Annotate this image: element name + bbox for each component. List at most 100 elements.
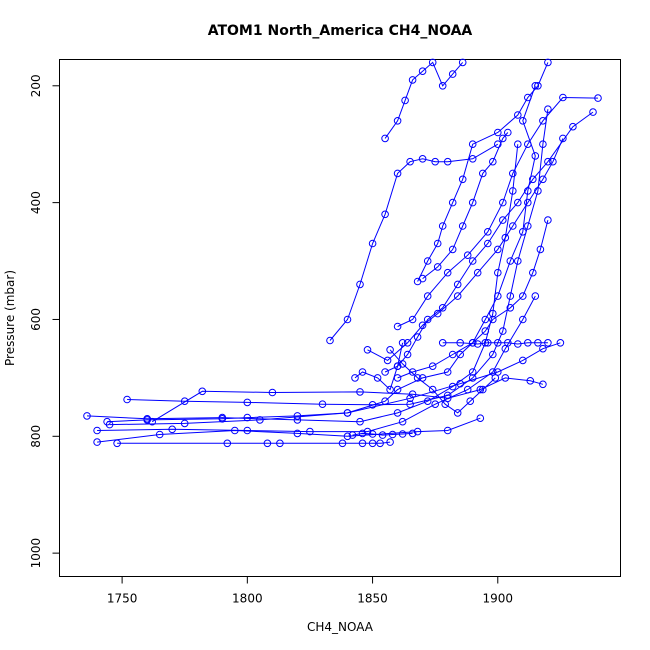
data-point <box>506 257 515 265</box>
series-line <box>127 109 549 406</box>
data-point <box>373 374 382 382</box>
data-point <box>218 413 227 422</box>
data-point <box>514 111 522 119</box>
y-axis-label: Pressure (mbar) <box>3 270 17 366</box>
data-point <box>423 292 432 300</box>
data-series <box>363 134 567 365</box>
series-line <box>384 61 464 139</box>
data-series <box>418 128 512 283</box>
data-point <box>456 350 465 359</box>
data-point <box>544 339 552 347</box>
x-axis-label: CH4_NOAA <box>307 620 374 634</box>
data-point <box>408 368 417 376</box>
data-point <box>343 315 352 324</box>
data-point <box>534 82 542 90</box>
data-point <box>383 356 392 365</box>
data-point <box>499 327 507 335</box>
data-point <box>401 96 409 105</box>
series-line <box>367 138 564 362</box>
data-point <box>386 385 394 394</box>
data-point <box>479 169 487 178</box>
x-tick-label: 1900 <box>483 592 514 606</box>
data-point <box>473 340 482 348</box>
y-axis: 200 400 600 800 1000 <box>29 74 60 568</box>
data-point <box>293 412 302 420</box>
data-point <box>524 93 532 102</box>
data-point <box>466 397 475 406</box>
data-point <box>448 245 457 254</box>
data-point <box>544 216 552 224</box>
data-point <box>386 438 394 446</box>
data-series <box>393 216 552 382</box>
data-point <box>489 315 497 324</box>
data-point <box>438 304 447 312</box>
data-point <box>499 216 507 224</box>
data-point <box>343 409 352 417</box>
data-point <box>413 374 422 382</box>
data-point <box>534 339 542 347</box>
data-series <box>381 108 597 376</box>
data-point <box>423 397 432 406</box>
data-point <box>556 339 565 347</box>
data-point <box>509 222 517 230</box>
data-point <box>594 94 602 102</box>
data-point <box>481 327 490 335</box>
data-point <box>386 346 394 354</box>
data-point <box>514 340 522 348</box>
data-point <box>456 379 465 388</box>
data-point <box>155 430 164 439</box>
data-point <box>539 344 547 353</box>
data-point <box>423 257 432 265</box>
data-point <box>123 395 131 404</box>
data-point <box>148 417 156 426</box>
series-line <box>422 132 509 279</box>
data-point <box>443 426 452 435</box>
data-point <box>468 257 477 265</box>
data-point <box>479 385 487 394</box>
data-point <box>428 58 437 67</box>
data-point <box>489 350 497 359</box>
data-point <box>473 268 482 277</box>
data-point <box>501 233 510 242</box>
data-point <box>531 152 540 160</box>
data-point <box>256 416 264 424</box>
chart-title: ATOM1 North_America CH4_NOAA <box>208 23 473 39</box>
data-point <box>539 175 547 184</box>
data-series <box>93 292 540 436</box>
data-point <box>358 439 367 448</box>
data-point <box>368 239 377 248</box>
data-point <box>539 140 547 148</box>
data-point <box>93 438 101 446</box>
data-point <box>529 268 537 277</box>
data-point <box>463 251 472 259</box>
x-axis: 1750 1800 1850 1900 <box>107 576 514 606</box>
data-series <box>381 58 467 143</box>
data-point <box>368 439 377 448</box>
y-tick-label: 400 <box>29 191 43 214</box>
data-point <box>544 157 552 166</box>
data-point <box>381 210 389 219</box>
data-point <box>431 157 440 166</box>
data-point <box>539 117 547 125</box>
data-point <box>393 374 402 382</box>
data-point <box>403 339 412 347</box>
data-series <box>393 93 602 331</box>
data-point <box>519 356 527 365</box>
data-point <box>418 274 427 283</box>
series-layer <box>83 58 602 448</box>
data-point <box>318 400 327 409</box>
data-point <box>338 439 347 448</box>
data-point <box>438 82 447 90</box>
data-point <box>168 425 176 434</box>
data-point <box>468 368 477 376</box>
data-point <box>243 398 252 407</box>
data-point <box>514 198 522 207</box>
data-point <box>180 397 189 406</box>
data-point <box>368 430 377 438</box>
data-point <box>93 426 101 435</box>
data-point <box>443 368 452 376</box>
data-point <box>198 387 207 396</box>
data-point <box>504 339 512 347</box>
data-point <box>509 187 517 195</box>
